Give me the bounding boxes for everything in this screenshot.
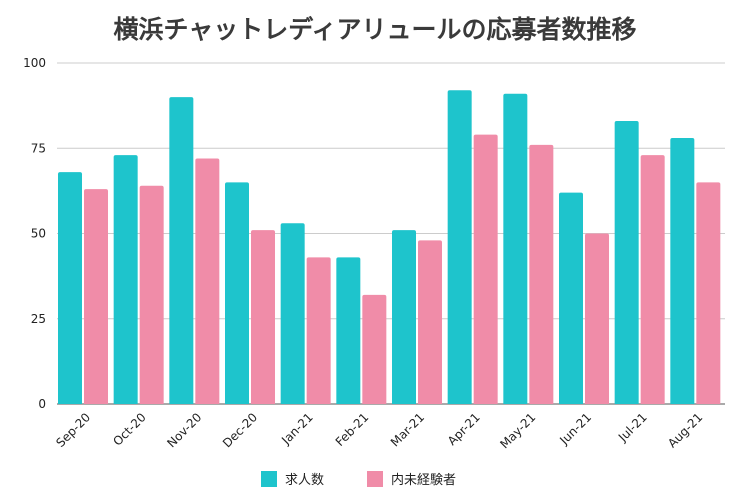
x-tick-label: May-21 [497, 410, 538, 451]
bar [251, 230, 275, 404]
bar [640, 155, 665, 404]
bar [195, 158, 220, 404]
bar [392, 230, 416, 404]
bar [336, 257, 361, 404]
bar [169, 97, 194, 404]
x-tick-label: Feb-21 [333, 410, 372, 449]
bar [529, 144, 554, 404]
bar [447, 90, 472, 404]
y-tick-label: 25 [31, 312, 46, 326]
y-tick-label: 50 [31, 227, 46, 241]
bar [614, 120, 639, 404]
x-tick-label: Jan-21 [278, 410, 316, 448]
legend-label: 内未経験者 [391, 473, 457, 488]
legend-label: 求人数 [285, 473, 325, 488]
bar [139, 185, 164, 404]
x-tick-label: Jul-21 [615, 410, 650, 445]
x-tick-label: Sep-20 [53, 410, 93, 450]
bar [696, 182, 721, 404]
x-tick-label: Dec-20 [220, 410, 260, 450]
legend-item-series-2: 内未経験者 [367, 469, 456, 488]
bar [280, 223, 305, 404]
bar [585, 233, 609, 404]
bar [362, 294, 387, 404]
y-tick-label: 0 [38, 397, 46, 411]
x-tick-label: Oct-20 [110, 410, 148, 448]
bar [84, 189, 108, 404]
bar [113, 155, 138, 404]
bar [225, 182, 249, 404]
x-tick-label: Aug-21 [665, 410, 705, 450]
bar [670, 138, 695, 404]
legend-swatch [261, 470, 277, 487]
bar [503, 93, 528, 404]
x-tick-label: Nov-20 [164, 410, 204, 450]
bar [58, 172, 82, 404]
bar [559, 192, 583, 404]
x-tick-label: Mar-21 [388, 410, 427, 449]
x-tick-label: Apr-21 [445, 410, 483, 448]
bar [306, 257, 331, 404]
chart-title: 横浜チャットレディアリュールの応募者数推移 [113, 15, 637, 44]
bar [418, 240, 442, 404]
bar [473, 134, 498, 405]
y-tick-label: 75 [31, 141, 46, 155]
x-tick-label: Jun-21 [556, 410, 594, 448]
y-tick-label: 100 [23, 56, 46, 70]
legend-item-series-1: 求人数 [261, 469, 324, 488]
legend-swatch [367, 470, 383, 487]
